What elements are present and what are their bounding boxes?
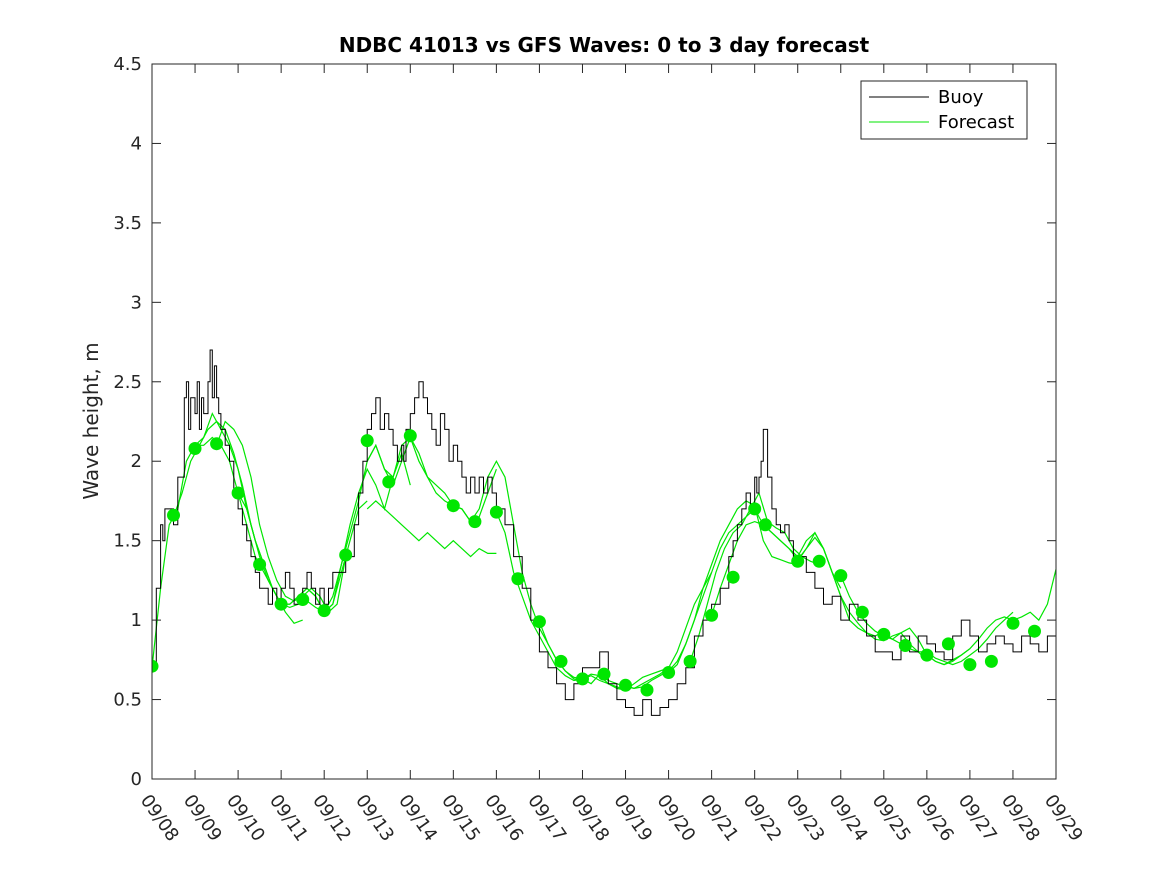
forecast-marker-20: [597, 667, 611, 681]
forecast-marker-35: [920, 648, 934, 662]
forecast-marker-16: [511, 572, 525, 586]
forecast-marker-37: [963, 658, 977, 672]
forecast-marker-24: [683, 654, 697, 668]
y-tick-label-6: 3: [131, 292, 142, 313]
forecast-marker-28: [758, 518, 772, 532]
legend: Buoy Forecast: [860, 80, 1028, 140]
chart-title: NDBC 41013 vs GFS Waves: 0 to 3 day fore…: [339, 33, 870, 57]
forecast-marker-2: [188, 442, 202, 455]
forecast-marker-33: [877, 627, 891, 641]
forecast-marker-13: [446, 499, 460, 513]
forecast-marker-11: [382, 475, 396, 489]
forecast-marker-12: [403, 429, 417, 443]
y-axis-label: Wave height, m: [79, 342, 103, 499]
y-tick-label-7: 3.5: [113, 213, 142, 234]
forecast-marker-7: [296, 593, 310, 606]
y-tick-label-4: 2: [131, 451, 142, 472]
forecast-run-line-14: [668, 500, 798, 673]
y-tick-label-1: 0.5: [113, 690, 142, 711]
forecast-marker-31: [834, 569, 848, 583]
y-tick-label-8: 4: [131, 133, 142, 154]
forecast-marker-6: [274, 597, 288, 611]
forecast-marker-4: [231, 486, 245, 500]
forecast-marker-23: [662, 666, 676, 679]
forecast-marker-39: [1006, 616, 1020, 630]
forecast-marker-32: [855, 605, 869, 619]
forecast-marker-36: [941, 637, 955, 651]
forecast-marker-19: [576, 672, 589, 686]
forecast-marker-1: [167, 508, 180, 522]
series-layer: [152, 349, 1056, 716]
forecast-marker-21: [619, 678, 632, 692]
legend-label-forecast: Forecast: [938, 112, 1014, 133]
y-tick-label-9: 4.5: [113, 54, 142, 75]
forecast-marker-38: [984, 654, 998, 668]
plot-area: [152, 64, 1056, 779]
forecast-marker-29: [791, 554, 805, 568]
axes-box: [151, 63, 1057, 780]
forecast-marker-8: [317, 604, 331, 618]
forecast-run-line-18: [797, 536, 928, 661]
forecast-marker-40: [1028, 624, 1041, 638]
forecast-marker-9: [339, 548, 353, 562]
y-tick-label-0: 0: [131, 769, 142, 790]
y-tick-label-3: 1.5: [113, 531, 142, 552]
forecast-marker-27: [748, 502, 762, 516]
forecast-run-line-17: [754, 508, 885, 637]
forecast-marker-26: [726, 570, 740, 584]
forecast-marker-17: [532, 615, 546, 629]
y-tick-label-2: 1: [131, 610, 142, 631]
legend-label-buoy: Buoy: [938, 87, 984, 108]
forecast-marker-30: [812, 554, 826, 568]
y-tick-label-5: 2.5: [113, 372, 142, 393]
forecast-marker-25: [705, 608, 719, 622]
forecast-marker-10: [360, 434, 374, 448]
forecast-marker-18: [554, 654, 568, 668]
forecast-run-line-8: [366, 500, 497, 558]
forecast-marker-14: [468, 515, 482, 529]
forecast-marker-3: [210, 437, 224, 451]
forecast-run-line-21: [926, 569, 1056, 666]
forecast-marker-0: [152, 659, 159, 673]
forecast-marker-34: [898, 639, 912, 652]
legend-box: [860, 80, 1028, 140]
forecast-marker-15: [489, 505, 503, 519]
forecast-marker-22: [640, 683, 654, 697]
forecast-marker-5: [253, 558, 267, 571]
